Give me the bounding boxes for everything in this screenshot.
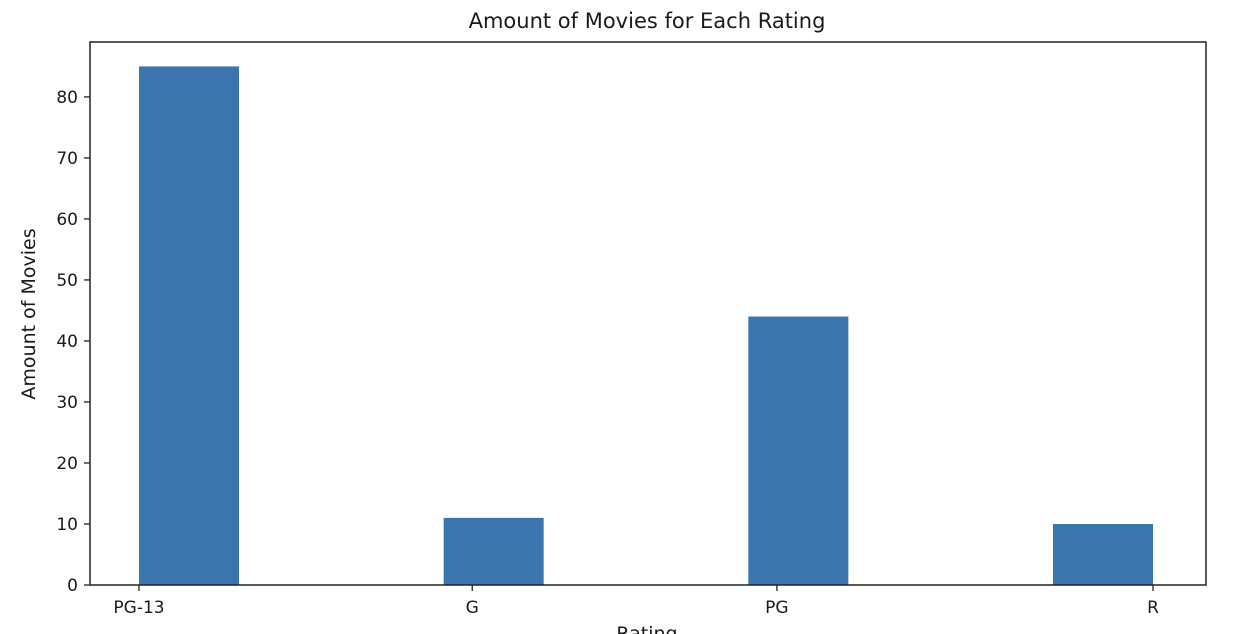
bars-group <box>139 66 1153 586</box>
bar-r <box>1053 523 1153 585</box>
bar-g <box>443 517 544 585</box>
x-tick-label: PG <box>765 598 788 618</box>
y-tick-label: 70 <box>56 149 78 169</box>
y-tick-label: 50 <box>56 271 78 291</box>
x-tick-label: PG-13 <box>113 598 164 618</box>
bar-pg-13 <box>139 66 239 586</box>
plot-frame <box>89 41 1207 586</box>
y-tick-label: 20 <box>56 454 78 474</box>
bar-pg <box>748 316 849 585</box>
y-tick-label: 10 <box>56 515 78 535</box>
y-tick-label: 80 <box>56 88 78 108</box>
chart-title: Amount of Movies for Each Rating <box>469 9 826 33</box>
y-tick-label: 60 <box>56 210 78 230</box>
y-axis-label: Amount of Movies <box>18 228 40 399</box>
y-tick-label: 0 <box>67 576 78 596</box>
y-axis: 0 10 20 30 40 50 60 70 80 <box>56 88 90 596</box>
y-tick-label: 30 <box>56 393 78 413</box>
x-axis: PG-13 G PG R <box>113 585 1159 618</box>
x-tick-label: R <box>1147 598 1159 618</box>
x-tick-label: G <box>466 598 479 618</box>
y-tick-label: 40 <box>56 332 78 352</box>
x-axis-label: Rating <box>616 623 677 634</box>
